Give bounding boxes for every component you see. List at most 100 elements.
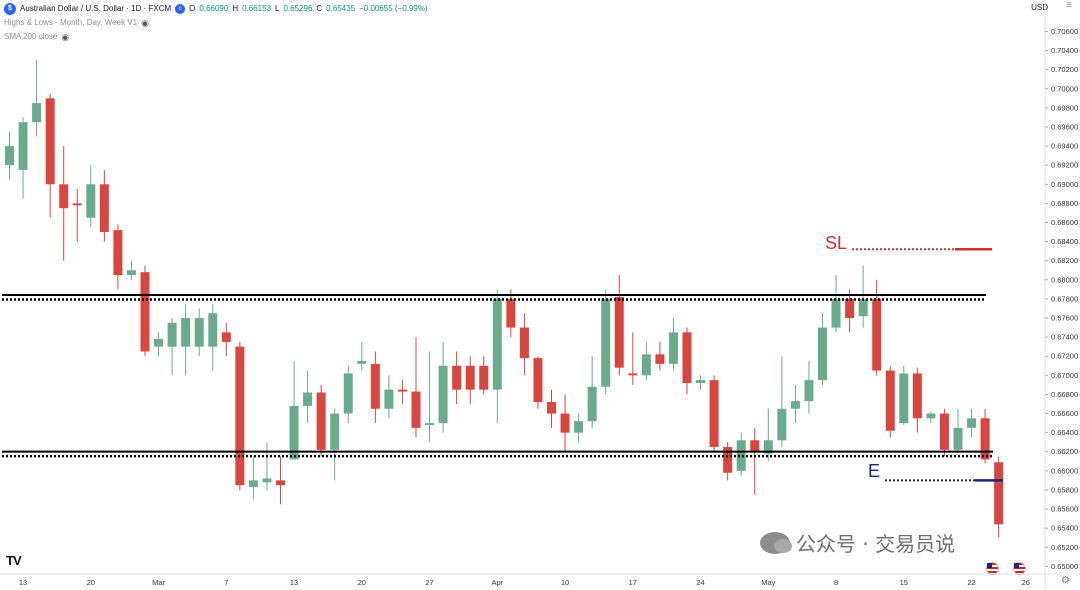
candle-body <box>682 332 692 383</box>
candle-body <box>194 318 204 347</box>
candle-body <box>5 146 14 166</box>
candle <box>289 360 299 460</box>
candle <box>452 351 462 404</box>
candle-body <box>831 298 841 328</box>
levels[interactable] <box>2 247 1003 482</box>
candle-body <box>628 373 638 376</box>
x-tick-label: 8 <box>834 578 838 587</box>
candle-body <box>560 413 570 433</box>
y-tick-label: 0.66600 <box>1051 409 1078 418</box>
candle-body <box>506 298 516 328</box>
candle-body <box>181 318 191 347</box>
indicator-sma[interactable]: SMA 200 close <box>4 32 58 41</box>
x-axis[interactable]: 13 20 Mar 7 13 20 27 Apr 10 17 24 May 8 15 22 26 <box>19 578 1030 587</box>
y-tick-label: 0.67400 <box>1051 333 1078 342</box>
candle <box>72 189 82 242</box>
y-tick-label: 0.67000 <box>1051 371 1078 380</box>
tradingview-logo[interactable]: TV <box>6 553 22 568</box>
candle <box>668 318 678 371</box>
aud-usd-flag-icon: $ <box>4 3 16 15</box>
high-label: H <box>232 4 239 13</box>
eye-icon[interactable]: ◉ <box>61 32 70 42</box>
candle-body <box>397 389 407 392</box>
candle <box>303 370 313 424</box>
gear-icon[interactable]: ⚙ <box>1061 575 1070 586</box>
candle <box>126 260 136 280</box>
candle <box>519 313 529 376</box>
x-tick-label: 13 <box>19 578 27 587</box>
candle <box>140 265 150 357</box>
y-tick-label: 0.67200 <box>1051 352 1078 361</box>
candle-body <box>45 98 55 185</box>
candle-body <box>86 184 96 218</box>
candle <box>506 289 516 338</box>
y-tick-label: 0.68200 <box>1051 256 1078 265</box>
currency-label[interactable]: USD <box>1031 3 1048 12</box>
y-tick-label: 0.70600 <box>1051 27 1078 36</box>
candle-body <box>885 370 895 431</box>
us-flag-icon[interactable] <box>1013 562 1026 575</box>
candle-body <box>574 421 584 433</box>
candle <box>614 275 624 376</box>
x-tick-label: 27 <box>425 578 433 587</box>
candle <box>641 341 651 381</box>
candle-body <box>126 270 136 276</box>
candle <box>601 289 611 395</box>
candle-body <box>709 380 719 447</box>
x-tick-label: May <box>761 578 775 587</box>
candle <box>899 365 909 425</box>
candle-body <box>370 363 380 409</box>
x-tick-label: 20 <box>358 578 366 587</box>
candle-body <box>750 440 760 452</box>
candle-body <box>154 339 164 347</box>
candle <box>858 265 868 328</box>
candle <box>181 303 191 376</box>
candle-body <box>899 373 909 424</box>
candle-body <box>113 230 123 276</box>
open-value: 0.66090 <box>199 4 229 13</box>
candle-body <box>818 327 827 381</box>
y-tick-label: 0.67800 <box>1051 294 1078 303</box>
x-tick-label: 7 <box>224 578 228 587</box>
y-tick-label: 0.69200 <box>1051 161 1078 170</box>
candle <box>994 456 1004 538</box>
candle <box>939 408 949 457</box>
candle <box>845 289 855 333</box>
candle <box>262 442 272 490</box>
market-status-icon[interactable]: c <box>175 4 186 14</box>
close-value: 0.65435 <box>326 4 356 13</box>
candle-body <box>99 184 109 233</box>
y-tick-label: 0.66000 <box>1051 466 1078 475</box>
indicator-row-1[interactable]: Highs & Lows · Month, Day, Week V1 ◉ <box>4 16 428 30</box>
us-flag-icon[interactable] <box>986 562 999 575</box>
candle-body <box>926 413 936 419</box>
symbol-title[interactable]: Australian Dollar / U.S. Dollar · 1D · F… <box>20 4 172 13</box>
candle <box>221 322 231 357</box>
candle-body <box>547 402 556 414</box>
y-tick-label: 0.65600 <box>1051 505 1078 514</box>
watermark-text: 公众号 · 交易员说 <box>796 532 956 556</box>
y-axis[interactable]: 0.70600 0.70400 0.70200 0.70000 0.69800 0.696… <box>1045 27 1078 571</box>
indicator-row-2[interactable]: SMA 200 close ◉ <box>4 30 428 44</box>
candle <box>492 289 502 424</box>
y-tick-label: 0.70200 <box>1051 65 1078 74</box>
y-tick-label: 0.66200 <box>1051 447 1078 456</box>
candle <box>32 60 42 137</box>
candle <box>696 375 706 390</box>
candle-body <box>994 462 1004 525</box>
eye-icon[interactable]: ◉ <box>141 18 149 28</box>
candle <box>790 384 800 424</box>
candle-body <box>18 122 28 170</box>
candles <box>5 60 1004 538</box>
candle-body <box>316 392 326 450</box>
candle-body <box>777 408 787 441</box>
indicator-highs-lows[interactable]: Highs & Lows · Month, Day, Week V1 <box>4 18 138 27</box>
x-tick-label: 20 <box>87 578 95 587</box>
open-label: O <box>189 4 196 13</box>
candle-body <box>208 313 218 347</box>
candle <box>154 332 164 357</box>
menu-icon[interactable]: ≡ <box>1066 0 1072 11</box>
x-tick-label: Mar <box>152 578 165 587</box>
candle-body <box>641 354 651 376</box>
